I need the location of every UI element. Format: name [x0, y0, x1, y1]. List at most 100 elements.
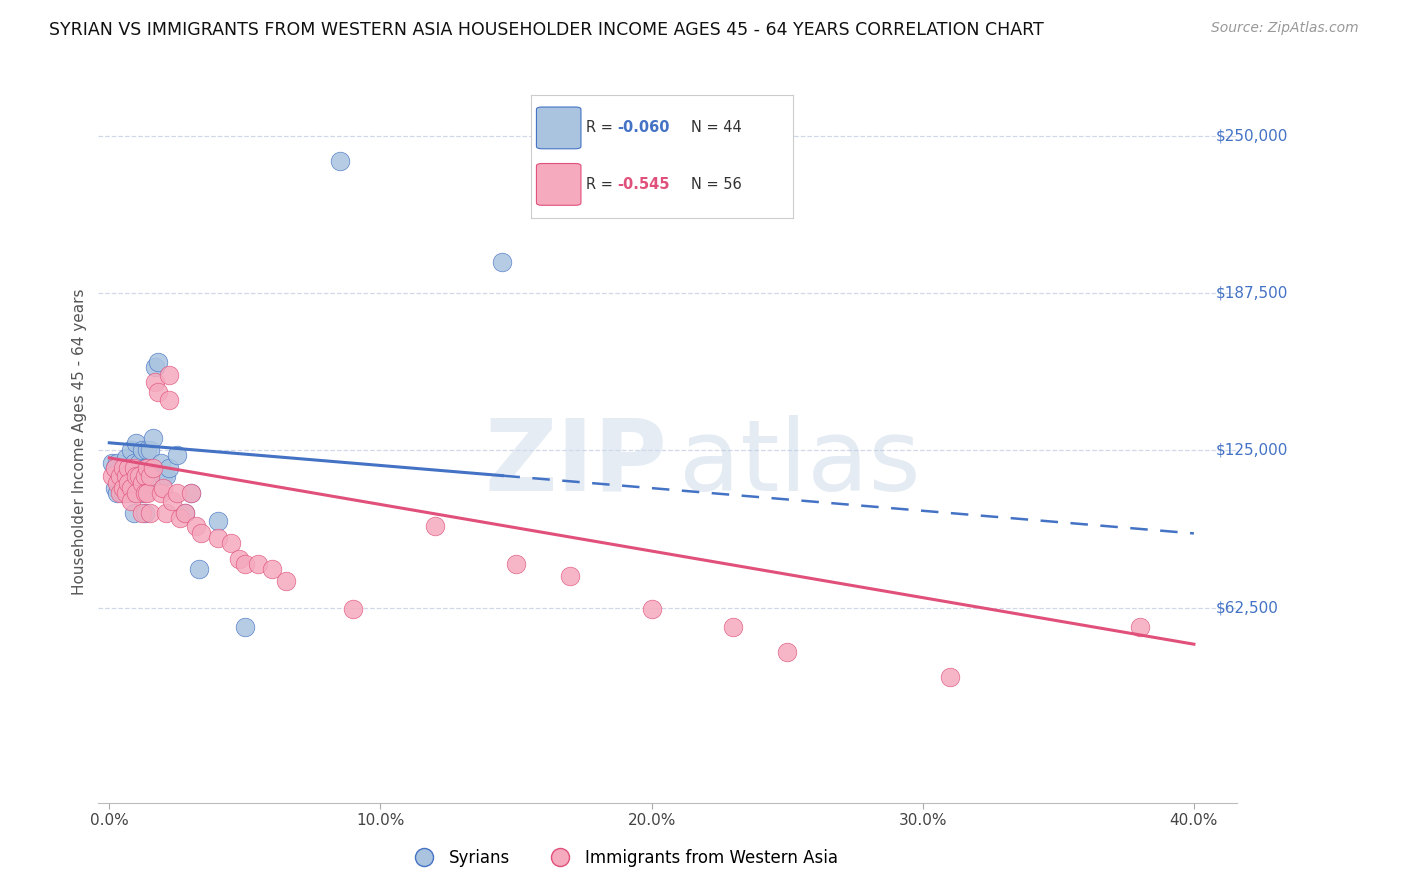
Point: [108, 461, 131, 475]
Point: [233, 619, 256, 633]
Point: [114, 468, 136, 483]
Point: [174, 506, 197, 520]
Point: [342, 602, 364, 616]
Point: [721, 619, 744, 633]
Point: [134, 486, 156, 500]
Point: [104, 461, 127, 475]
Point: [149, 486, 172, 500]
Point: [152, 468, 174, 483]
Point: [111, 466, 134, 480]
Point: [117, 461, 139, 475]
Point: [145, 376, 167, 390]
Point: [122, 506, 145, 520]
Point: [120, 461, 142, 475]
Point: [107, 456, 129, 470]
Point: [207, 514, 229, 528]
Point: [157, 392, 180, 407]
Point: [207, 532, 229, 546]
Point: [155, 506, 177, 520]
Text: $125,000: $125,000: [1216, 442, 1288, 458]
Point: [423, 519, 446, 533]
Point: [108, 486, 131, 500]
Point: [174, 506, 197, 520]
Point: [157, 461, 180, 475]
Point: [117, 476, 139, 491]
Point: [120, 493, 142, 508]
Point: [101, 456, 124, 470]
Point: [160, 493, 183, 508]
Point: [128, 481, 150, 495]
Point: [145, 360, 167, 375]
Point: [187, 562, 209, 576]
Point: [134, 506, 156, 520]
Point: [134, 468, 156, 483]
Point: [131, 443, 153, 458]
Point: [136, 443, 159, 458]
Point: [166, 486, 188, 500]
Point: [142, 431, 165, 445]
Point: [120, 443, 142, 458]
Point: [107, 486, 129, 500]
Point: [125, 468, 148, 483]
Point: [274, 574, 297, 589]
Text: Source: ZipAtlas.com: Source: ZipAtlas.com: [1211, 21, 1358, 35]
Point: [125, 486, 148, 500]
Point: [120, 481, 142, 495]
Point: [491, 254, 513, 268]
Point: [136, 486, 159, 500]
Point: [111, 481, 134, 495]
Point: [114, 468, 136, 483]
Point: [247, 557, 270, 571]
Point: [125, 435, 148, 450]
Point: [125, 468, 148, 483]
Point: [180, 486, 202, 500]
Point: [329, 153, 352, 168]
Legend: Syrians, Immigrants from Western Asia: Syrians, Immigrants from Western Asia: [401, 843, 845, 874]
Point: [122, 456, 145, 470]
Point: [776, 645, 799, 659]
Text: atlas: atlas: [679, 415, 921, 512]
Point: [128, 468, 150, 483]
Point: [146, 385, 169, 400]
Point: [169, 511, 191, 525]
Point: [104, 461, 127, 475]
Point: [139, 506, 162, 520]
Point: [157, 368, 180, 382]
Point: [166, 449, 188, 463]
Point: [260, 562, 283, 576]
Point: [142, 461, 165, 475]
Point: [111, 486, 134, 500]
Point: [139, 468, 162, 483]
Point: [108, 476, 131, 491]
Text: SYRIAN VS IMMIGRANTS FROM WESTERN ASIA HOUSEHOLDER INCOME AGES 45 - 64 YEARS COR: SYRIAN VS IMMIGRANTS FROM WESTERN ASIA H…: [49, 21, 1045, 38]
Point: [505, 557, 527, 571]
Point: [560, 569, 582, 583]
Point: [104, 481, 127, 495]
Point: [233, 557, 256, 571]
Point: [134, 461, 156, 475]
Point: [131, 506, 153, 520]
Point: [640, 602, 662, 616]
Point: [101, 468, 124, 483]
Text: $62,500: $62,500: [1216, 600, 1278, 615]
Point: [114, 486, 136, 500]
Point: [180, 486, 202, 500]
Point: [146, 355, 169, 369]
Point: [149, 456, 172, 470]
Point: [155, 468, 177, 483]
Point: [122, 461, 145, 475]
Point: [184, 519, 207, 533]
Point: [139, 443, 162, 458]
Y-axis label: Householder Income Ages 45 - 64 years: Householder Income Ages 45 - 64 years: [72, 288, 87, 595]
Point: [111, 461, 134, 475]
Point: [108, 468, 131, 483]
Text: $250,000: $250,000: [1216, 128, 1288, 143]
Point: [221, 536, 243, 550]
Text: ZIP: ZIP: [485, 415, 668, 512]
Text: $187,500: $187,500: [1216, 285, 1288, 301]
Point: [107, 476, 129, 491]
Point: [190, 526, 212, 541]
Point: [117, 461, 139, 475]
Point: [136, 461, 159, 475]
Point: [228, 551, 250, 566]
